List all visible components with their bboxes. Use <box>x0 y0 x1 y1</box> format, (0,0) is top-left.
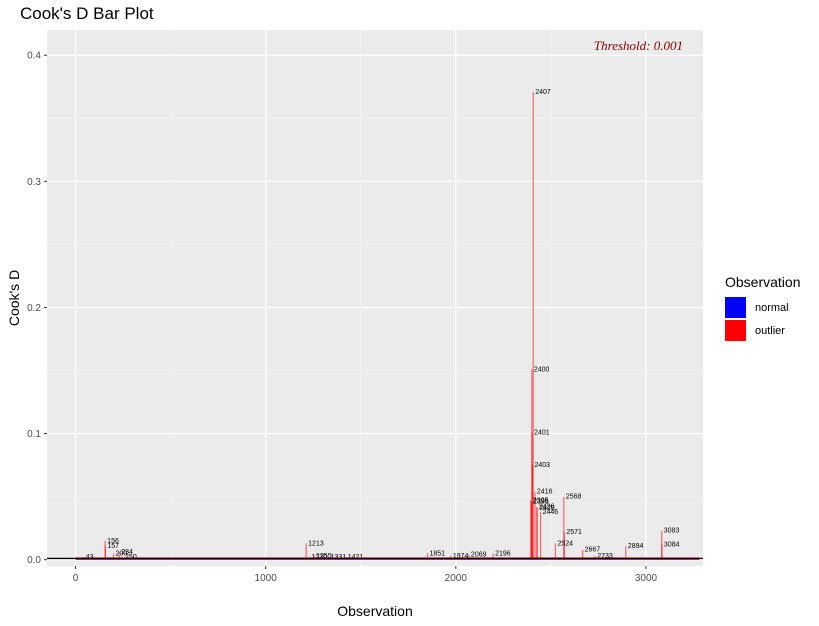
point-label: 2428 <box>539 505 555 512</box>
point-label: 2396 <box>533 499 549 506</box>
point-label: 2571 <box>566 529 582 536</box>
point-label: 2069 <box>471 552 487 559</box>
point-label: 3084 <box>664 542 680 549</box>
legend: Observation normal outlier <box>725 274 800 342</box>
point-label: 1213 <box>308 540 324 547</box>
legend-label-normal: normal <box>755 301 789 314</box>
point-label: 1851 <box>429 550 445 557</box>
outlier-bar <box>531 465 534 560</box>
outlier-bar <box>530 501 532 560</box>
point-label: 2446 <box>543 509 559 516</box>
point-label: 2401 <box>534 429 550 436</box>
chart-title: Cook's D Bar Plot <box>20 4 154 23</box>
plot-panel <box>47 30 703 566</box>
outlier-bar <box>540 511 542 560</box>
x-tick-label: 0 <box>73 573 79 584</box>
point-label: 2416 <box>537 489 553 496</box>
outlier-bar <box>625 545 627 560</box>
point-label: 2395 <box>533 497 549 504</box>
point-label: 1331 <box>331 554 347 561</box>
point-label: 200 <box>116 550 128 557</box>
legend-item-normal: normal <box>725 296 800 319</box>
point-label: 2407 <box>535 89 551 96</box>
point-label: 1974 <box>453 553 469 560</box>
point-label: 2426 <box>539 504 555 511</box>
baseline-layer <box>47 557 703 560</box>
x-tick-label: 1000 <box>255 573 278 584</box>
outlier-bar <box>492 553 494 560</box>
outlier-bar <box>305 543 307 560</box>
bars-layer <box>83 91 663 560</box>
outlier-bar <box>468 554 470 560</box>
grid-minor <box>47 30 703 566</box>
point-label: 2667 <box>585 547 601 554</box>
legend-label-outlier: outlier <box>755 324 785 337</box>
point-label: 250 <box>125 554 137 561</box>
y-tick-label: 0.1 <box>27 429 41 440</box>
outlier-bar <box>426 553 429 560</box>
point-label: 2196 <box>495 550 511 557</box>
point-label: 1255 <box>316 553 332 560</box>
y-axis-title: Cook's D <box>6 270 22 326</box>
outlier-bar <box>104 545 106 560</box>
outlier-bar <box>534 491 536 560</box>
outlier-bar <box>582 549 584 560</box>
y-tick-label: 0.0 <box>27 555 41 566</box>
y-tick-label: 0.2 <box>27 303 41 314</box>
outlier-bar <box>563 496 565 560</box>
legend-swatch-normal <box>725 297 746 318</box>
point-label: 1421 <box>348 554 364 561</box>
outlier-bar <box>554 543 557 560</box>
y-tick-label: 0.4 <box>27 51 41 62</box>
legend-swatch-outlier <box>725 320 746 341</box>
outlier-bar <box>112 553 115 560</box>
legend-title: Observation <box>725 274 801 290</box>
grid-major <box>47 30 703 566</box>
y-axis: 0.0 0.1 0.2 0.3 0.4 <box>27 51 47 566</box>
outlier-bar <box>563 531 565 560</box>
legend-item-outlier: outlier <box>725 319 800 342</box>
point-label: 2568 <box>566 494 582 501</box>
point-label: 2403 <box>534 462 550 469</box>
outlier-bar <box>536 507 538 560</box>
x-tick-label: 2000 <box>445 573 468 584</box>
outlier-bar <box>661 544 663 560</box>
point-label: 2400 <box>534 366 550 373</box>
x-axis-title: Observation <box>337 603 412 619</box>
threshold-label: Threshold: 0.001 <box>594 38 683 53</box>
point-label: 3083 <box>664 528 680 535</box>
y-tick-label: 0.3 <box>27 177 41 188</box>
point-label: 157 <box>107 543 119 550</box>
point-label: 2894 <box>628 543 644 550</box>
point-label: 2524 <box>557 540 573 547</box>
point-label: 234 <box>121 549 133 556</box>
x-tick-label: 3000 <box>635 573 658 584</box>
outlier-bar <box>532 91 534 560</box>
point-label: 2733 <box>597 553 613 560</box>
point-label: 156 <box>107 538 119 545</box>
x-axis: 0 1000 2000 3000 <box>73 566 658 584</box>
outlier-bar <box>118 552 120 560</box>
point-label: 1230 <box>311 554 327 561</box>
point-label: 43 <box>86 554 94 561</box>
